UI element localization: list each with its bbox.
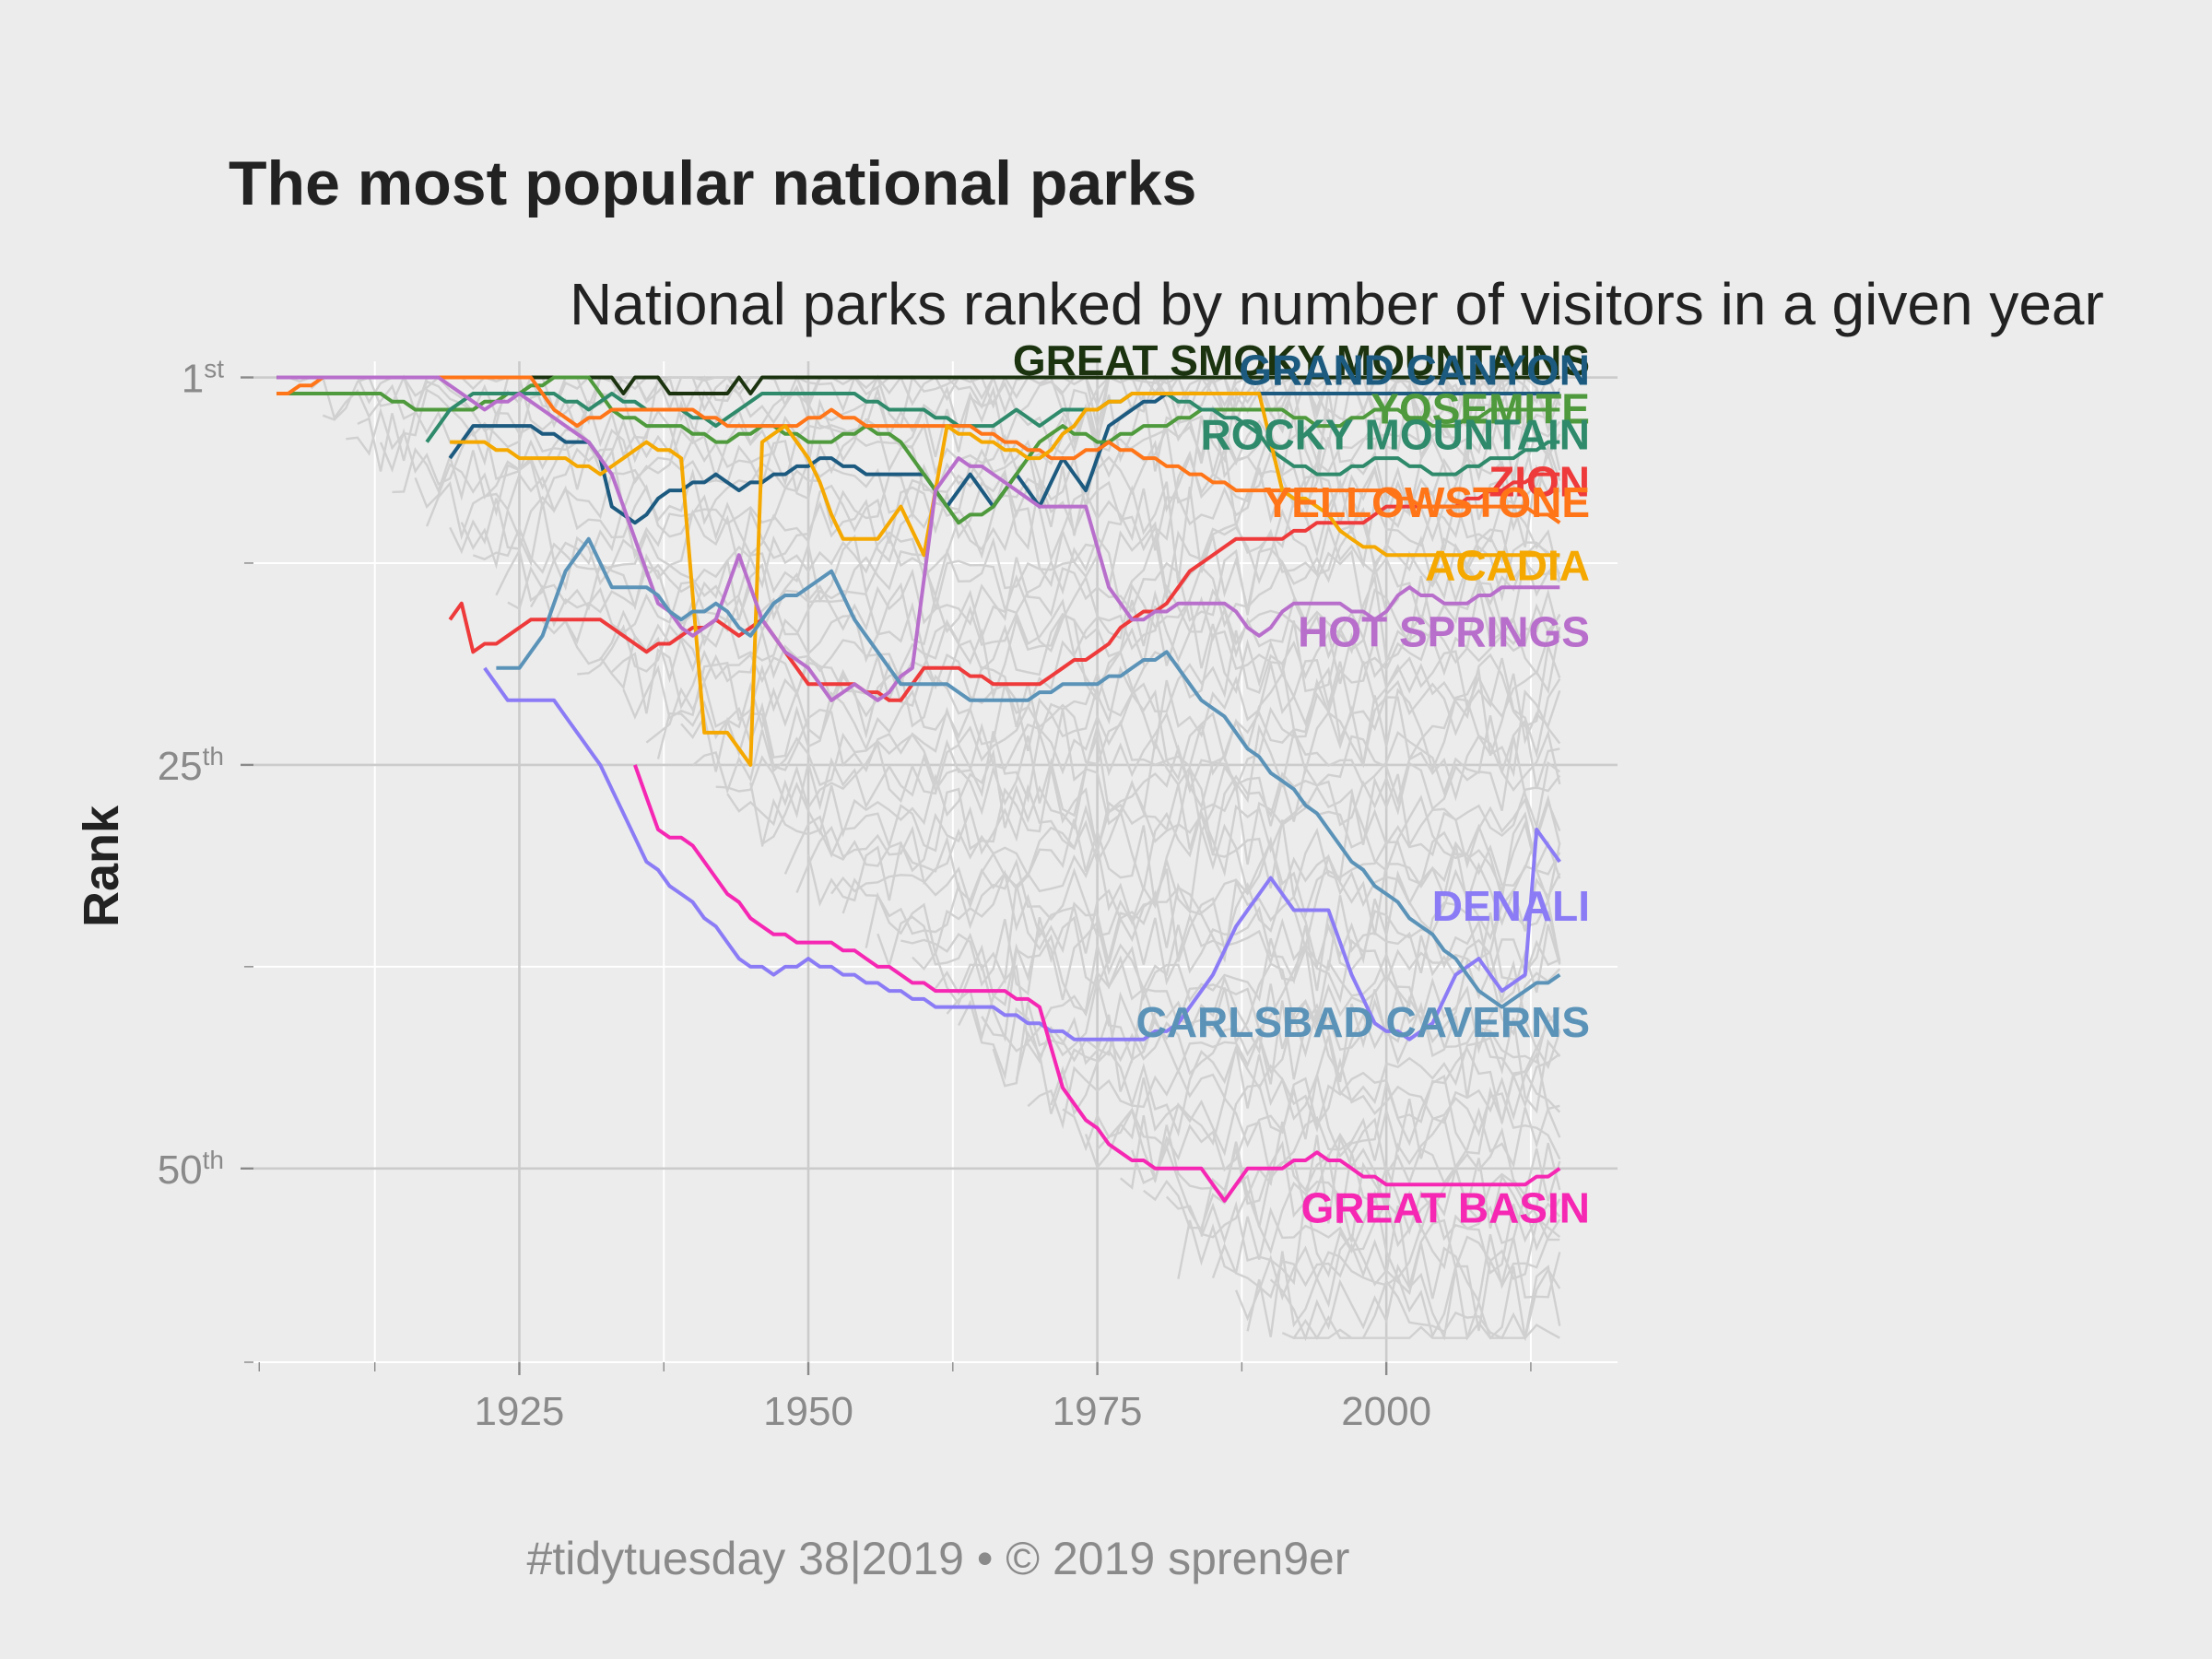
background-line bbox=[830, 811, 1561, 926]
series-line-acadia bbox=[450, 392, 1560, 767]
chart-subtitle: National parks ranked by number of visit… bbox=[570, 271, 2104, 337]
background-line bbox=[472, 447, 1561, 574]
series-label-hot-springs: HOT SPRINGS bbox=[1298, 607, 1590, 655]
series-label-great-basin: GREAT BASIN bbox=[1301, 1184, 1591, 1232]
y-tick-label: 25th bbox=[158, 742, 224, 789]
series-line-denali bbox=[483, 666, 1561, 1041]
background-line bbox=[1234, 1218, 1561, 1322]
x-tick-label: 1975 bbox=[1053, 1389, 1143, 1434]
series-line-great-basin bbox=[633, 764, 1561, 1203]
y-tick-label: 1st bbox=[182, 355, 224, 402]
background-line bbox=[1015, 1001, 1561, 1114]
background-line bbox=[981, 959, 1561, 1064]
background-line bbox=[449, 420, 1561, 555]
background-line bbox=[749, 729, 1561, 846]
background-line bbox=[507, 490, 1561, 611]
background-line bbox=[1177, 1192, 1560, 1279]
background-line bbox=[1269, 1263, 1561, 1342]
background-line bbox=[1246, 1237, 1561, 1339]
background-line bbox=[691, 666, 1561, 794]
background-line bbox=[1211, 1202, 1561, 1299]
series-label-yosemite: YOSEMITE bbox=[1371, 385, 1590, 433]
series-line-rocky-mountain bbox=[425, 392, 1560, 477]
background-line bbox=[1027, 1018, 1561, 1130]
background-line bbox=[806, 793, 1561, 907]
background-line bbox=[912, 905, 1561, 1007]
background-line bbox=[577, 558, 1561, 676]
background-line bbox=[992, 995, 1561, 1092]
background-line bbox=[529, 507, 1560, 628]
series-line-carlsbad-caverns bbox=[496, 536, 1561, 1009]
chart-caption: #tidytuesday 38|2019 • © 2019 spren9er bbox=[527, 1533, 1350, 1584]
background-line bbox=[760, 735, 1561, 858]
background-line bbox=[656, 645, 1561, 759]
series-label-yellowstone: YELLOWSTONE bbox=[1264, 478, 1590, 526]
x-tick-label: 2000 bbox=[1341, 1389, 1431, 1434]
series-label-rocky-mountain: ROCKY MOUNTAIN bbox=[1200, 411, 1590, 459]
series-label-grand-canyon: GRAND CANYON bbox=[1239, 347, 1590, 394]
series-label-acadia: ACADIA bbox=[1425, 541, 1590, 589]
y-axis-title: Rank bbox=[74, 805, 129, 927]
background-line bbox=[1143, 1142, 1561, 1236]
background-line bbox=[1293, 1299, 1560, 1339]
series-label-great-smoky-mountains: GREAT SMOKY MOUNTAINS bbox=[1013, 336, 1590, 384]
series-label-zion: ZION bbox=[1488, 457, 1590, 505]
background-line bbox=[726, 715, 1560, 827]
series-line-zion bbox=[448, 472, 1560, 702]
axes: 1925 1950 1975 2000 1st 25th 50th bbox=[158, 355, 1532, 1434]
background-line bbox=[414, 382, 1561, 517]
background-line bbox=[1281, 1265, 1561, 1342]
series-label-denali: DENALI bbox=[1432, 882, 1590, 930]
background-line bbox=[841, 819, 1561, 938]
series-line-yellowstone bbox=[276, 375, 1561, 524]
highlighted-series bbox=[276, 375, 1561, 1203]
series-line-hot-springs bbox=[276, 375, 1560, 702]
background-line bbox=[877, 868, 1561, 985]
background-line bbox=[958, 958, 1561, 1081]
series-line-yosemite bbox=[276, 375, 1560, 525]
background-line bbox=[1200, 1189, 1561, 1286]
x-tick-label: 1950 bbox=[763, 1389, 853, 1434]
background-line bbox=[783, 773, 1561, 875]
background-line bbox=[935, 912, 1560, 1042]
background-line bbox=[1050, 1044, 1561, 1137]
background-line bbox=[865, 842, 1561, 962]
y-tick-label: 50th bbox=[158, 1146, 224, 1193]
x-tick-label: 1925 bbox=[475, 1389, 565, 1434]
background-line bbox=[541, 525, 1561, 644]
background-line bbox=[900, 895, 1561, 996]
background-line bbox=[1119, 1104, 1560, 1200]
background-line bbox=[645, 627, 1561, 744]
series-label-carlsbad-caverns: CARLSBAD CAVERNS bbox=[1136, 998, 1590, 1046]
chart-title: The most popular national parks bbox=[229, 148, 1196, 218]
background-line bbox=[599, 575, 1561, 701]
